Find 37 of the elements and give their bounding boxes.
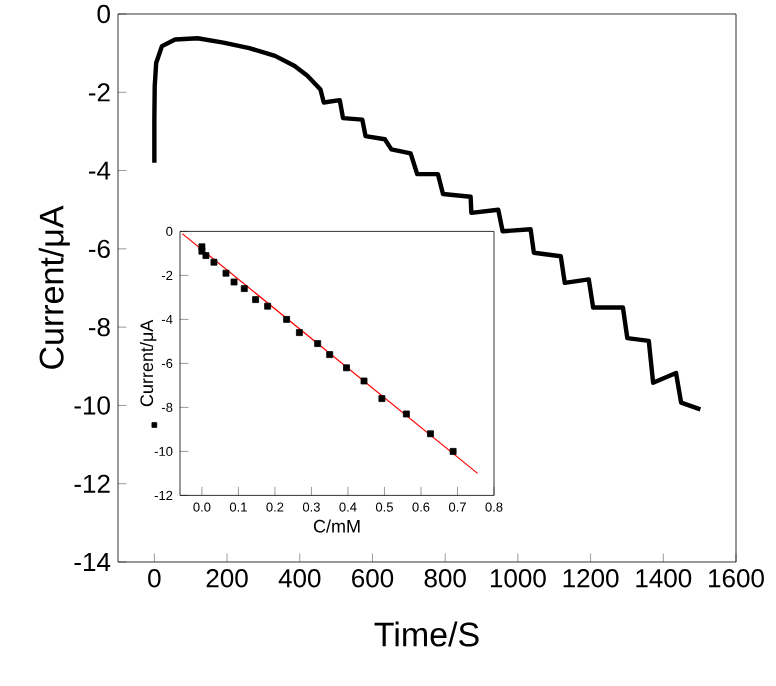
y-tick-label: -10 bbox=[74, 396, 110, 415]
x-tick-label: 600 bbox=[352, 569, 394, 588]
point bbox=[314, 340, 322, 347]
point bbox=[326, 351, 334, 358]
x-tick-label: 1400 bbox=[636, 569, 692, 588]
point bbox=[449, 448, 457, 455]
point bbox=[202, 252, 210, 259]
point bbox=[283, 316, 291, 323]
y-axis-title: Current/μA bbox=[139, 319, 157, 407]
point bbox=[402, 410, 410, 418]
y-tick-label: -2 bbox=[88, 83, 110, 102]
x-tick-label: 1000 bbox=[490, 569, 546, 588]
point bbox=[296, 329, 303, 336]
y-tick-label: -12 bbox=[74, 474, 110, 493]
y-axis-title: Current/μA bbox=[38, 205, 70, 369]
point bbox=[360, 377, 368, 385]
x-axis-title: Time/S bbox=[374, 621, 479, 647]
point bbox=[222, 269, 230, 277]
point bbox=[427, 430, 434, 438]
x-tick-label: 800 bbox=[424, 569, 466, 588]
point bbox=[343, 364, 350, 372]
y-tick-label: -14 bbox=[74, 553, 111, 571]
point bbox=[252, 296, 259, 303]
x-tick-label: 400 bbox=[278, 569, 321, 588]
point bbox=[264, 302, 272, 310]
y-tick-label: -6 bbox=[88, 239, 110, 259]
x-tick-label: 1200 bbox=[563, 569, 619, 588]
y-tick-label: -4 bbox=[88, 161, 111, 180]
point bbox=[210, 258, 218, 266]
y-tick-label: -8 bbox=[88, 317, 110, 337]
x-tick-label: 1600 bbox=[709, 569, 764, 588]
x-tick-label: 200 bbox=[206, 569, 248, 588]
point bbox=[240, 285, 248, 292]
y-tick-label: 0 bbox=[97, 4, 110, 24]
x-axis-title: C/mM bbox=[313, 519, 360, 533]
point bbox=[378, 395, 386, 402]
point bbox=[230, 278, 238, 286]
